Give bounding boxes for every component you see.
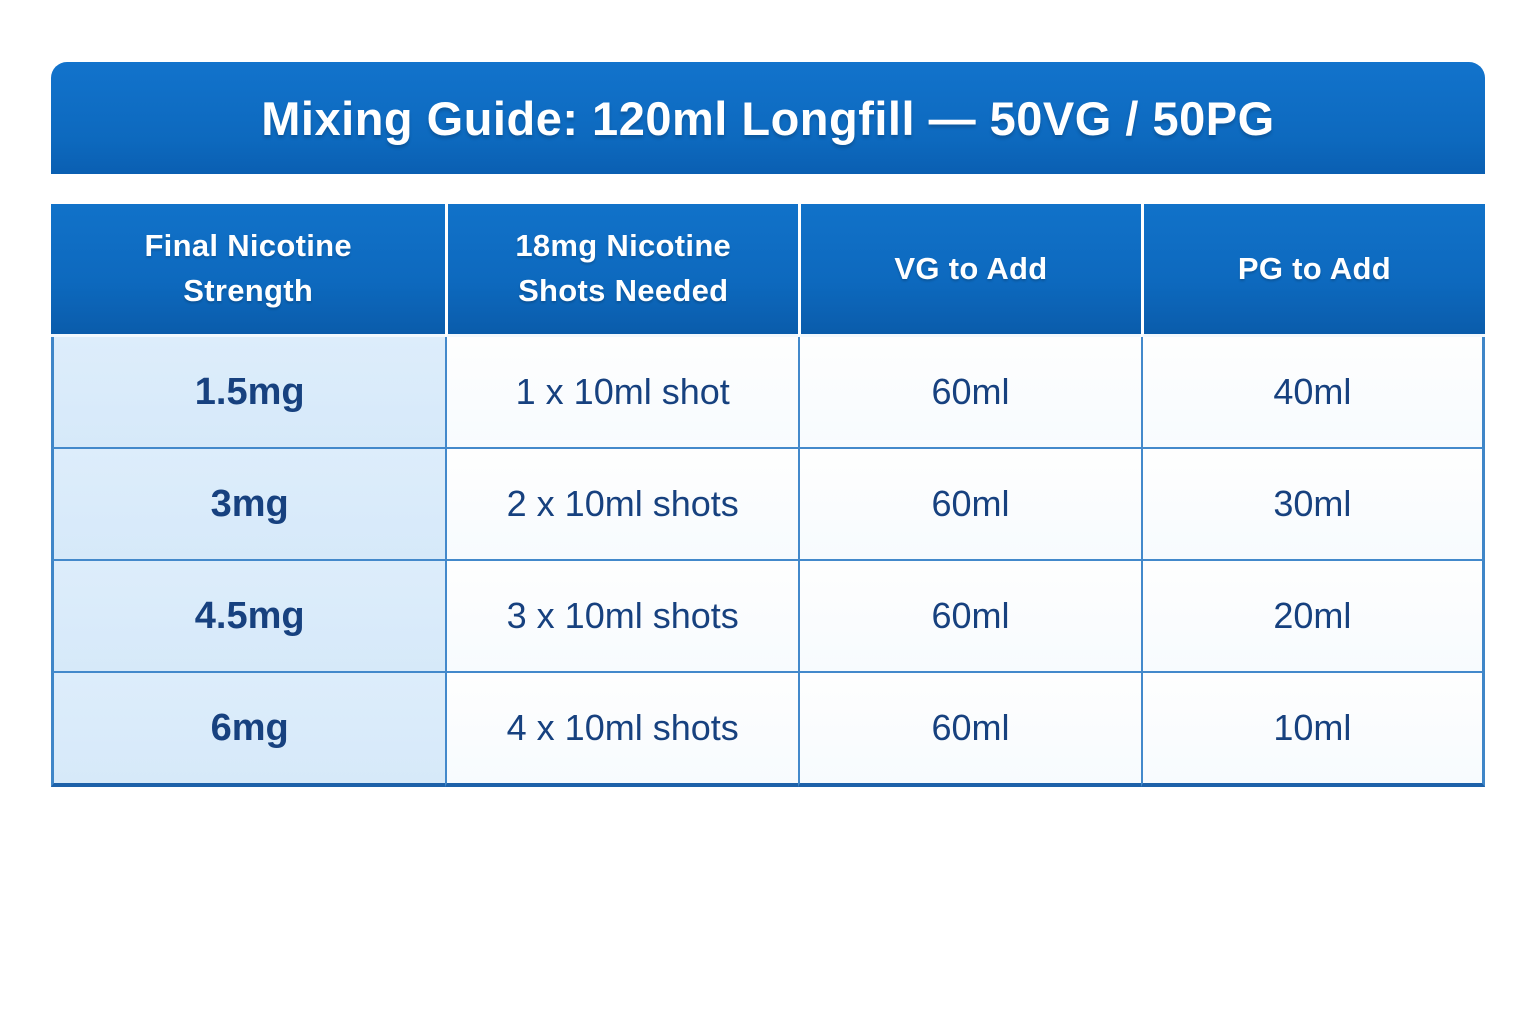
table-header-row: Final Nicotine Strength 18mg Nicotine Sh… (51, 204, 1485, 337)
table-row: 3mg 2 x 10ml shots 60ml 30ml (51, 449, 1485, 561)
col-header-shots-needed: 18mg Nicotine Shots Needed (445, 204, 799, 337)
table-row: 4.5mg 3 x 10ml shots 60ml 20ml (51, 561, 1485, 673)
table-row: 6mg 4 x 10ml shots 60ml 10ml (51, 673, 1485, 787)
pg-cell: 10ml (1140, 673, 1485, 787)
strength-cell: 1.5mg (51, 337, 446, 449)
vg-cell: 60ml (798, 673, 1141, 787)
table-row: 1.5mg 1 x 10ml shot 60ml 40ml (51, 337, 1485, 449)
strength-cell: 6mg (51, 673, 446, 787)
shots-cell: 3 x 10ml shots (445, 561, 799, 673)
shots-cell: 4 x 10ml shots (445, 673, 799, 787)
title-banner: Mixing Guide: 120ml Longfill — 50VG / 50… (51, 62, 1485, 174)
shots-cell: 1 x 10ml shot (445, 337, 799, 449)
strength-cell: 4.5mg (51, 561, 446, 673)
col-header-pg-to-add: PG to Add (1140, 204, 1485, 337)
shots-cell: 2 x 10ml shots (445, 449, 799, 561)
banner-separator (51, 174, 1485, 204)
mixing-guide-table: Final Nicotine Strength 18mg Nicotine Sh… (51, 204, 1485, 787)
mixing-guide-card: Mixing Guide: 120ml Longfill — 50VG / 50… (51, 62, 1485, 787)
pg-cell: 40ml (1140, 337, 1485, 449)
pg-cell: 20ml (1140, 561, 1485, 673)
vg-cell: 60ml (798, 449, 1141, 561)
pg-cell: 30ml (1140, 449, 1485, 561)
vg-cell: 60ml (798, 561, 1141, 673)
col-header-final-nicotine-strength: Final Nicotine Strength (51, 204, 446, 337)
vg-cell: 60ml (798, 337, 1141, 449)
col-header-vg-to-add: VG to Add (798, 204, 1141, 337)
page-title: Mixing Guide: 120ml Longfill — 50VG / 50… (261, 91, 1275, 145)
strength-cell: 3mg (51, 449, 446, 561)
